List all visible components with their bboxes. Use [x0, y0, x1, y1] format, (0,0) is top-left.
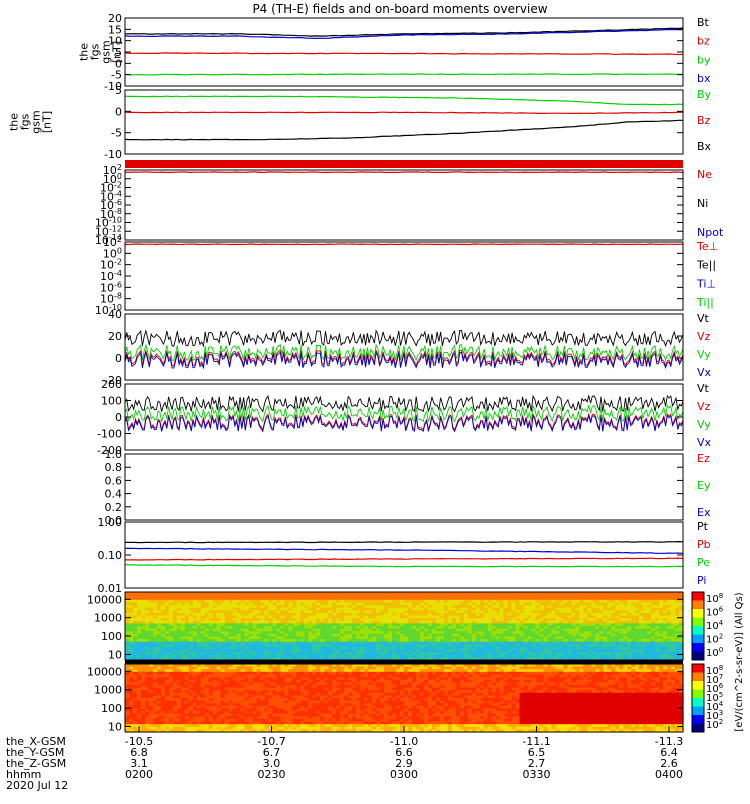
panel-frame	[125, 18, 683, 86]
legend-Ez: Ez	[697, 452, 710, 465]
series-Pi	[125, 548, 683, 553]
legend-Vz: Vz	[697, 400, 711, 413]
series-Pe	[125, 565, 683, 567]
legend-Vt: Vt	[697, 312, 710, 325]
panel-frame	[125, 242, 683, 310]
legend-Te||: Te||	[696, 259, 716, 272]
legend-Ni: Ni	[697, 197, 708, 210]
series-Pb	[125, 558, 683, 560]
panel-10: 10000100010010thepeerenefluxeV/(cm^2-s-s…	[0, 664, 684, 733]
y-tick-label: 20	[108, 330, 122, 343]
legend-Vx: Vx	[697, 366, 712, 379]
legend-By: By	[697, 88, 712, 101]
legend-Ti||: Ti||	[696, 296, 714, 309]
legend-Vx: Vx	[697, 436, 712, 449]
y-tick-label: -5	[111, 127, 122, 140]
figure-title: P4 (TH-E) fields and on-board moments ov…	[252, 2, 547, 16]
y-tick-label: 0	[115, 411, 122, 424]
legend-Vz: Vz	[697, 330, 711, 343]
legend-Ex: Ex	[697, 506, 711, 519]
y-tick-label: -100	[97, 428, 122, 441]
series-Pt	[125, 542, 683, 543]
panel-frame	[125, 90, 683, 154]
panel-6: 2001000-100-200thepeemvelocitygsm[km/s]V…	[0, 378, 712, 457]
series-Bx	[125, 120, 683, 140]
series-by	[125, 74, 683, 75]
y-tick-label: 0.2	[105, 501, 123, 514]
y-tick-label: 100	[101, 630, 122, 643]
y-tick-label: 1000	[94, 612, 122, 625]
legend-Npot: Npot	[697, 226, 724, 239]
y-axis-label-line: [nT]	[111, 41, 124, 63]
legend-Te⊥: Te⊥	[696, 240, 718, 253]
series-Ne	[125, 172, 683, 173]
y-tick-label: 100	[101, 395, 122, 408]
y-tick-label: 1.0	[105, 448, 123, 461]
legend-Pe: Pe	[697, 556, 710, 569]
legend-Vy: Vy	[697, 348, 711, 361]
y-tick-label: 0	[115, 105, 122, 118]
y-tick-label: 0.4	[105, 488, 123, 501]
panel-9: 10000100010010thepeirenefluxeV/(cm^2-s-s…	[0, 592, 684, 661]
legend-Bt: Bt	[697, 16, 710, 29]
legend-Vt: Vt	[697, 382, 710, 395]
legend-Bx: Bx	[697, 140, 712, 153]
series-bz	[125, 53, 683, 55]
legend-Pi: Pi	[697, 574, 706, 587]
panel-4: 10210010-210-410-610-810-10moqt3[eV]Te⊥T…	[0, 235, 718, 317]
y-tick-label: 10000	[87, 593, 122, 606]
legend-Vy: Vy	[697, 418, 711, 431]
y-tick-label: 200	[101, 378, 122, 391]
series-By	[125, 96, 683, 104]
series-Bz	[125, 112, 683, 113]
legend-bz: bz	[697, 35, 710, 48]
legend-Ne: Ne	[697, 168, 712, 181]
legend-Pt: Pt	[697, 520, 709, 533]
y-tick-label: 0.6	[105, 474, 123, 487]
series-Vt	[125, 330, 683, 346]
legend-bx: bx	[697, 72, 711, 85]
panel-frame	[125, 454, 683, 520]
y-tick-label: 0	[115, 352, 122, 365]
legend-Pb: Pb	[697, 538, 711, 551]
legend-Ti⊥: Ti⊥	[696, 277, 716, 290]
y-tick-label: 10	[108, 648, 122, 661]
panel-frame	[125, 522, 683, 588]
y-tick-label: 5	[115, 84, 122, 97]
y-tick-label: 0.10	[98, 549, 123, 562]
y-tick-label: 40	[108, 308, 122, 321]
legend-Ey: Ey	[697, 479, 711, 492]
y-tick-label: -10	[104, 148, 122, 161]
y-axis-label-line: [nT]	[41, 111, 54, 133]
y-tick-label: 0.8	[105, 461, 123, 474]
legend-by: by	[697, 53, 711, 66]
y-tick-label: 1.00	[98, 516, 123, 529]
panel-frame	[125, 170, 683, 240]
panel-3: 10210010-210-410-610-810-1010-1210-14Den…	[0, 163, 724, 247]
legend-Bz: Bz	[697, 114, 711, 127]
series-Te⊥	[125, 244, 683, 245]
